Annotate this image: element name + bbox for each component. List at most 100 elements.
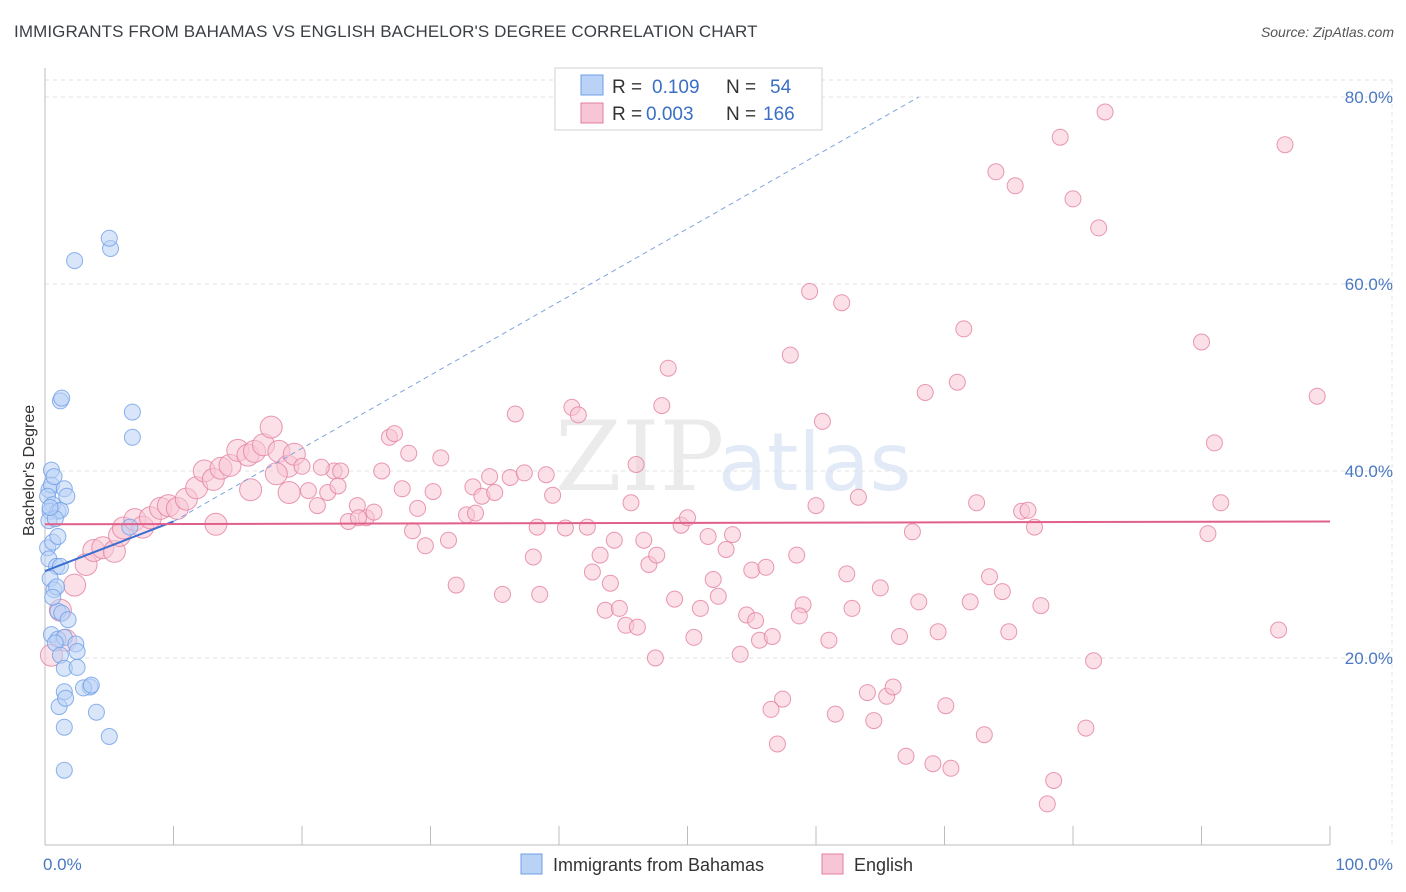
english-point-50 xyxy=(447,576,465,594)
english-point-71 xyxy=(605,531,623,549)
bahamas-point-39 xyxy=(55,718,73,736)
english-point-102 xyxy=(807,497,825,515)
english-point-61 xyxy=(531,585,549,603)
english-point-67 xyxy=(578,518,596,536)
legend-r-value-bahamas: 0.109 xyxy=(652,77,700,98)
bahamas-point-44 xyxy=(123,403,141,421)
english-point-157 xyxy=(277,481,301,504)
x-tick-label-1: 100.0% xyxy=(1335,855,1393,874)
english-point-110 xyxy=(858,684,876,702)
legend-n-label-bahamas: N = xyxy=(726,77,756,98)
english-point-145 xyxy=(1096,103,1114,121)
bahamas-point-37 xyxy=(87,703,105,721)
english-point-89 xyxy=(724,526,741,544)
english-point-66 xyxy=(569,406,587,424)
english-point-105 xyxy=(826,705,844,723)
english-point-72 xyxy=(610,599,628,617)
bottom-legend-swatch-english xyxy=(821,853,844,875)
english-point-131 xyxy=(993,583,1011,601)
english-point-107 xyxy=(838,565,856,583)
english-point-46 xyxy=(416,537,434,555)
english-point-42 xyxy=(386,425,403,443)
english-point-43 xyxy=(393,480,411,498)
english-point-74 xyxy=(622,494,640,512)
english-point-116 xyxy=(897,747,915,765)
bottom-legend-label-bahamas: Immigrants from Bahamas xyxy=(553,855,764,875)
english-point-147 xyxy=(1199,525,1217,543)
english-point-40 xyxy=(373,462,391,480)
y-axis-label: Bachelor's Degree xyxy=(21,405,38,536)
english-point-138 xyxy=(1038,795,1056,813)
bahamas-point-38 xyxy=(68,658,86,676)
english-point-75 xyxy=(628,618,646,636)
english-point-158 xyxy=(350,509,367,527)
english-point-119 xyxy=(916,384,934,401)
english-point-144 xyxy=(1090,219,1108,237)
source-credit: Source: ZipAtlas.com xyxy=(1260,24,1394,40)
legend-r-value-english: 0.003 xyxy=(646,104,694,125)
english-point-141 xyxy=(1064,190,1082,208)
english-point-121 xyxy=(929,623,947,641)
english-point-54 xyxy=(481,468,499,486)
english-point-95 xyxy=(763,628,781,645)
english-point-68 xyxy=(583,563,601,581)
legend-n-value-english: 166 xyxy=(763,104,795,125)
english-point-87 xyxy=(709,587,727,605)
legend-n-label-english: N = xyxy=(726,104,756,125)
english-point-112 xyxy=(871,579,889,597)
english-point-47 xyxy=(424,483,442,501)
english-point-32 xyxy=(308,497,326,515)
english-point-150 xyxy=(1270,621,1288,639)
bottom-legend-label-english: English xyxy=(854,855,913,875)
correlation-legend: R = 0.109 N = 54 R = 0.003 N = 166 xyxy=(554,67,823,131)
english-point-108 xyxy=(843,599,861,617)
english-point-62 xyxy=(537,466,555,484)
english-point-146 xyxy=(1193,333,1210,351)
y-tick-label-1: 40.0% xyxy=(1345,462,1393,481)
bahamas-point-33 xyxy=(82,676,100,694)
english-point-104 xyxy=(820,631,838,649)
english-point-151 xyxy=(1276,136,1294,154)
bahamas-point-16 xyxy=(51,557,69,575)
series-legend: Immigrants from Bahamas English xyxy=(520,853,913,875)
english-point-162 xyxy=(467,504,484,522)
english-point-166 xyxy=(704,571,722,588)
bahamas-point-41 xyxy=(55,761,73,779)
english-point-83 xyxy=(679,509,696,527)
bottom-legend-swatch-bahamas xyxy=(520,853,543,875)
english-point-124 xyxy=(948,373,966,391)
bahamas-point-40 xyxy=(100,728,118,745)
english-point-99 xyxy=(788,546,806,564)
english-point-79 xyxy=(653,397,671,415)
english-point-159 xyxy=(312,458,330,476)
english-point-126 xyxy=(961,593,979,611)
english-point-128 xyxy=(975,726,993,744)
bahamas-point-46 xyxy=(66,252,84,270)
english-point-57 xyxy=(501,469,519,486)
english-point-59 xyxy=(515,464,533,482)
english-point-101 xyxy=(801,283,819,300)
english-point-165 xyxy=(646,649,664,667)
legend-swatch-bahamas xyxy=(580,74,604,96)
bahamas-point-50 xyxy=(58,487,76,505)
english-point-169 xyxy=(790,607,808,625)
bahamas-point-22 xyxy=(59,611,77,629)
english-point-106 xyxy=(833,294,851,312)
english-point-44 xyxy=(400,444,418,462)
english-point-84 xyxy=(685,628,703,646)
english-point-168 xyxy=(762,700,780,718)
english-point-30 xyxy=(293,457,311,475)
english-point-111 xyxy=(865,712,883,730)
english-point-85 xyxy=(691,599,709,617)
english-point-130 xyxy=(987,163,1005,181)
watermark: ZIP atlas xyxy=(555,401,911,513)
bahamas-point-36 xyxy=(57,689,75,707)
y-tick-label-2: 60.0% xyxy=(1345,275,1393,294)
bahamas-point-43 xyxy=(53,389,71,407)
english-point-60 xyxy=(524,548,542,566)
series-bahamas-points xyxy=(39,229,141,779)
english-point-88 xyxy=(717,541,735,558)
trend-line-english xyxy=(44,520,1331,526)
english-point-135 xyxy=(1019,501,1037,519)
english-point-39 xyxy=(365,503,383,521)
